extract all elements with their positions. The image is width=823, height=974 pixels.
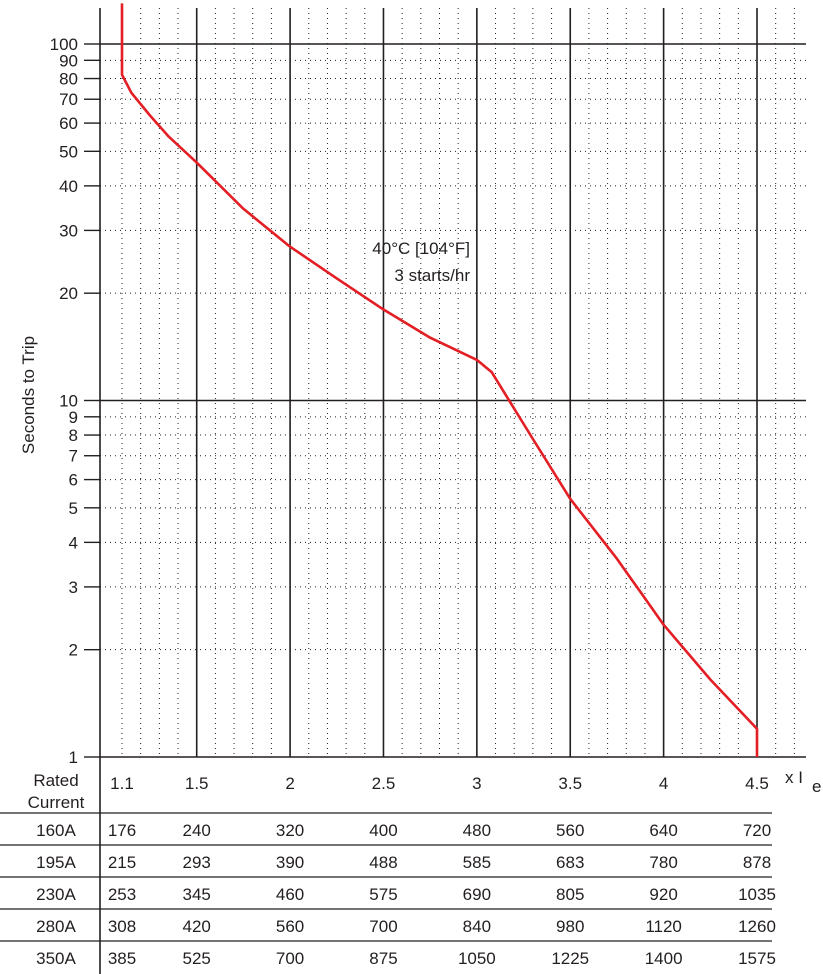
y-tick-label: 1 — [69, 748, 78, 767]
x-tick-label: 4.5 — [745, 774, 769, 793]
x-tick-label: 3.5 — [558, 774, 582, 793]
table-cell: 840 — [463, 917, 491, 936]
rated-current-table: 160A 176 240 320 400 480 560 640 720 195A 215 293 39… — [0, 812, 776, 974]
table-cell: 390 — [276, 853, 304, 872]
table-cell: 780 — [649, 853, 677, 872]
table-cell: 320 — [276, 821, 304, 840]
x-tick-label: 2 — [285, 774, 294, 793]
table-cell: 525 — [183, 949, 211, 968]
table-cell: 585 — [463, 853, 491, 872]
trip-curve-line — [120, 3, 759, 757]
table-cell: 920 — [649, 885, 677, 904]
table-cell: 293 — [183, 853, 211, 872]
table-rated-current: 195A — [36, 853, 76, 872]
table-cell: 345 — [183, 885, 211, 904]
y-tick-label: 3 — [69, 578, 78, 597]
table-cell: 385 — [108, 949, 136, 968]
table-cell: 253 — [108, 885, 136, 904]
x-unit-subscript: e — [812, 777, 821, 796]
y-tick-label: 30 — [59, 221, 78, 240]
table-rated-current: 230A — [36, 885, 76, 904]
table-cell: 720 — [743, 821, 771, 840]
x-unit-text: x I — [785, 768, 803, 787]
curve-annotation: 40°C [104°F] 3 starts/hr — [372, 239, 470, 285]
table-cell: 640 — [649, 821, 677, 840]
y-tick-label: 50 — [59, 142, 78, 161]
rated-current-line-2: Current — [28, 793, 85, 812]
table-cell: 700 — [369, 917, 397, 936]
y-tick-label: 8 — [69, 426, 78, 445]
table-cell: 176 — [108, 821, 136, 840]
table-cell: 805 — [556, 885, 584, 904]
y-tick-label: 20 — [59, 284, 78, 303]
x-tick-label: 3 — [472, 774, 481, 793]
table-cell: 308 — [108, 917, 136, 936]
table-cell: 1260 — [738, 917, 776, 936]
rated-current-header: Rated Current — [28, 771, 85, 812]
x-tick-label: 1.5 — [185, 774, 209, 793]
table-cell: 400 — [369, 821, 397, 840]
x-tick-label: 1.1 — [110, 774, 134, 793]
table-rated-current: 280A — [36, 917, 76, 936]
table-cell: 560 — [556, 821, 584, 840]
table-cell: 980 — [556, 917, 584, 936]
y-tick-label: 5 — [69, 499, 78, 518]
y-tick-label: 40 — [59, 177, 78, 196]
table-rated-current: 350A — [36, 949, 76, 968]
y-tick-label: 2 — [69, 641, 78, 660]
table-cell: 215 — [108, 853, 136, 872]
table-cell: 1225 — [551, 949, 589, 968]
x-unit-label: x I e — [785, 768, 821, 796]
table-rated-current: 160A — [36, 821, 76, 840]
table-cell: 700 — [276, 949, 304, 968]
y-tick-label: 80 — [59, 70, 78, 89]
y-tick-label: 6 — [69, 471, 78, 490]
y-tick-label: 100 — [50, 35, 78, 54]
table-cell: 1050 — [458, 949, 496, 968]
x-tick-labels: 1.1 1.5 2 2.5 3 3.5 4 4.5 — [110, 774, 769, 793]
table-cell: 875 — [369, 949, 397, 968]
trip-curve — [120, 3, 759, 757]
y-tick-label: 7 — [69, 447, 78, 466]
y-tick-label: 70 — [59, 90, 78, 109]
table-cell: 1575 — [738, 949, 776, 968]
annotation-line-1: 40°C [104°F] — [372, 239, 470, 258]
x-tick-label: 2.5 — [372, 774, 396, 793]
y-tick-label: 9 — [69, 408, 78, 427]
minor-gridlines — [100, 8, 806, 757]
table-cell: 683 — [556, 853, 584, 872]
table-cell: 488 — [369, 853, 397, 872]
table-cell: 1120 — [645, 917, 682, 936]
y-tick-label: 90 — [59, 51, 78, 70]
x-tick-label: 4 — [659, 774, 668, 793]
major-gridlines — [100, 8, 806, 757]
table-cell: 460 — [276, 885, 304, 904]
table-cell: 575 — [369, 885, 397, 904]
y-tick-label: 10 — [59, 392, 78, 411]
y-tick-label: 4 — [69, 533, 78, 552]
table-cell: 480 — [463, 821, 491, 840]
table-cell: 1400 — [645, 949, 683, 968]
axes — [99, 8, 806, 813]
table-cell: 240 — [183, 821, 211, 840]
rated-current-line-1: Rated — [33, 771, 78, 790]
y-axis-label: Seconds to Trip — [19, 336, 38, 454]
table-cell: 560 — [276, 917, 304, 936]
y-tick-label: 60 — [59, 114, 78, 133]
table-cell: 878 — [743, 853, 771, 872]
table-cell: 420 — [183, 917, 211, 936]
annotation-line-2: 3 starts/hr — [394, 266, 470, 285]
table-cell: 1035 — [738, 885, 776, 904]
table-cell: 690 — [463, 885, 491, 904]
